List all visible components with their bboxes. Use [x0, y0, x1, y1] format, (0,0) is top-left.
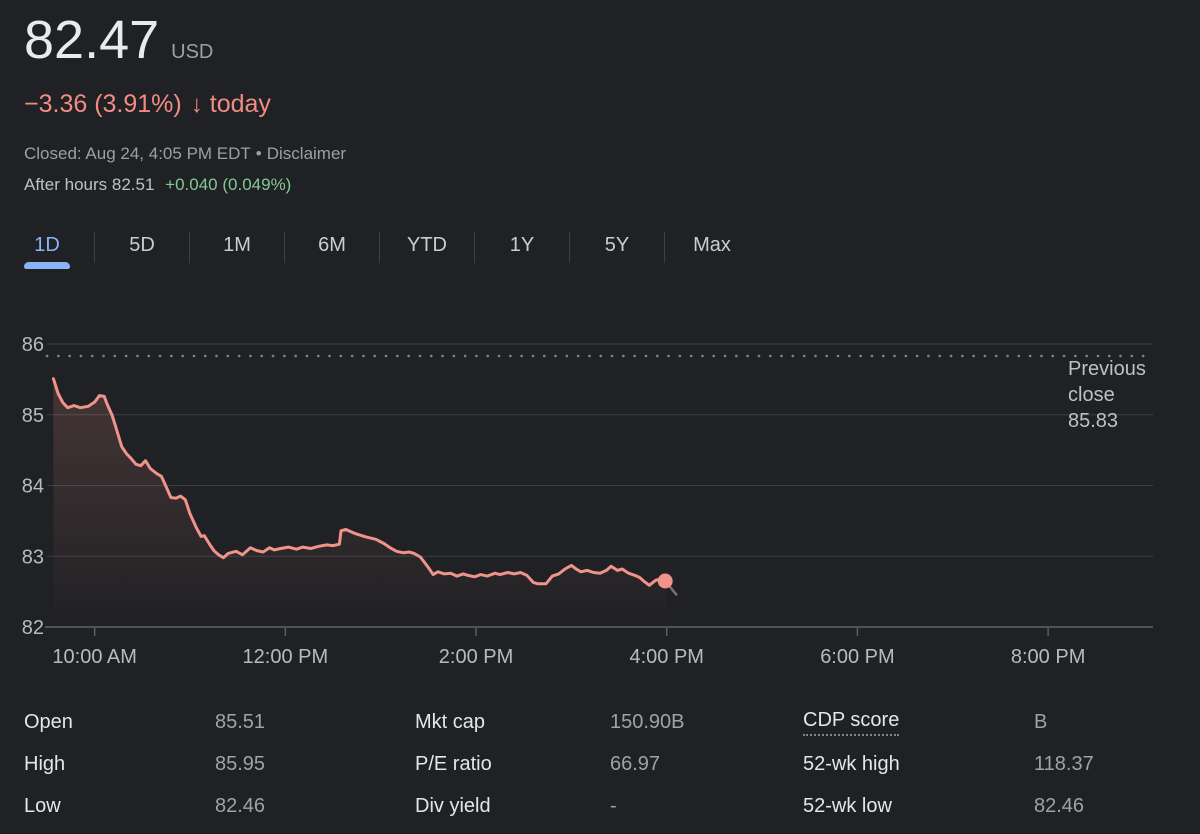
- stat-value-pe-ratio: 66.97: [610, 752, 661, 775]
- y-tick-label: 83: [22, 546, 44, 568]
- tab-6m-label: 6M: [318, 234, 346, 256]
- disclaimer-link[interactable]: Disclaimer: [266, 144, 347, 163]
- tab-5y[interactable]: 5Y: [570, 225, 664, 269]
- tab-1d[interactable]: 1D: [0, 225, 94, 269]
- tab-max[interactable]: Max: [665, 225, 759, 269]
- change-value: −3.36 (3.91%): [24, 90, 182, 118]
- x-tick-label: 4:00 PM: [629, 646, 703, 668]
- x-tick-label: 8:00 PM: [1011, 646, 1085, 668]
- stat-label-open: Open: [24, 710, 73, 733]
- x-tick-label: 2:00 PM: [439, 646, 513, 668]
- closed-status-text: Closed: Aug 24, 4:05 PM EDT: [24, 144, 251, 163]
- tab-separator: [664, 231, 665, 263]
- tab-1m[interactable]: 1M: [190, 225, 284, 269]
- current-price: 82.47: [24, 10, 160, 70]
- active-tab-indicator: [24, 262, 70, 269]
- after-hours-row: After hours 82.51 +0.040 (0.049%): [24, 174, 1176, 195]
- stat-value-open: 85.51: [215, 710, 266, 733]
- change-period: today: [209, 90, 271, 118]
- tab-1y-label: 1Y: [509, 234, 535, 256]
- tab-separator: [284, 231, 285, 263]
- previous-close-label: Previous: [1068, 358, 1146, 380]
- key-stats: Open 85.51 Mkt cap 150.90B CDP score B H…: [0, 701, 1200, 827]
- x-tick-label: 12:00 PM: [243, 646, 329, 668]
- tab-separator: [379, 231, 380, 263]
- y-tick-label: 84: [22, 476, 44, 498]
- price-row: 82.47 USD: [24, 12, 1176, 68]
- tab-6m[interactable]: 6M: [285, 225, 379, 269]
- x-tick-label: 10:00 AM: [52, 646, 137, 668]
- stat-label-mkt-cap: Mkt cap: [415, 710, 486, 733]
- after-hours-change: +0.040 (0.049%): [165, 175, 292, 194]
- stat-label-low: Low: [24, 794, 61, 817]
- x-tick-label: 6:00 PM: [820, 646, 894, 668]
- arrow-down-icon: ↓: [190, 90, 203, 118]
- stat-value-mkt-cap: 150.90B: [610, 710, 685, 733]
- stat-label-52wk-low: 52-wk low: [803, 794, 892, 817]
- y-tick-label: 82: [22, 617, 44, 639]
- stats-row: Low 82.46 Div yield - 52-wk low 82.46: [0, 785, 1200, 827]
- stat-value-low: 82.46: [215, 794, 266, 817]
- stats-row: High 85.95 P/E ratio 66.97 52-wk high 11…: [0, 743, 1200, 785]
- tab-separator: [94, 231, 95, 263]
- tab-separator: [189, 231, 190, 263]
- previous-close-label: close: [1068, 384, 1115, 406]
- tab-ytd-label: YTD: [407, 234, 447, 256]
- previous-close-label: 85.83: [1068, 410, 1118, 432]
- stats-row: Open 85.51 Mkt cap 150.90B CDP score B: [0, 701, 1200, 743]
- price-area-fill: [53, 378, 666, 627]
- stat-value-cdp-score: B: [1034, 710, 1048, 733]
- stat-value-high: 85.95: [215, 752, 266, 775]
- stat-label-pe-ratio: P/E ratio: [415, 752, 492, 775]
- after-hours-label: After hours: [24, 175, 108, 194]
- tab-separator: [474, 231, 475, 263]
- stat-label-cdp-score[interactable]: CDP score: [803, 709, 900, 736]
- price-line: [51, 377, 667, 587]
- tab-5d[interactable]: 5D: [95, 225, 189, 269]
- tab-separator: [569, 231, 570, 263]
- y-tick-label: 86: [22, 334, 44, 356]
- tab-1d-label: 1D: [34, 234, 60, 256]
- tab-max-label: Max: [693, 234, 731, 256]
- quote-header: 82.47 USD −3.36 (3.91%) ↓ today Closed: …: [0, 0, 1200, 195]
- y-tick-label: 85: [22, 405, 44, 427]
- tab-5d-label: 5D: [129, 234, 155, 256]
- time-range-tabs: 1D 5D 1M 6M YTD 1Y 5Y Max: [0, 225, 1200, 269]
- tab-5y-label: 5Y: [604, 234, 630, 256]
- price-change: −3.36 (3.91%) ↓ today: [24, 90, 1176, 119]
- stat-label-high: High: [24, 752, 66, 775]
- last-price-dot: [657, 573, 673, 589]
- price-chart[interactable]: 82 83 84 85 86 10:00 AM 12:00 PM 2:00 PM 4:00 PM…: [0, 311, 1200, 671]
- stat-label-div-yield: Div yield: [415, 794, 491, 817]
- stat-value-52wk-low: 82.46: [1034, 794, 1085, 817]
- stat-value-52wk-high: 118.37: [1034, 752, 1094, 775]
- after-hours-price: 82.51: [111, 175, 155, 194]
- tab-1m-label: 1M: [223, 234, 251, 256]
- tab-1y[interactable]: 1Y: [475, 225, 569, 269]
- stat-label-52wk-high: 52-wk high: [803, 752, 900, 775]
- bullet-separator: •: [255, 144, 262, 163]
- currency-label: USD: [171, 41, 214, 63]
- tab-ytd[interactable]: YTD: [380, 225, 474, 269]
- stat-value-div-yield: -: [610, 794, 617, 817]
- market-status: Closed: Aug 24, 4:05 PM EDT • Disclaimer: [24, 143, 1176, 164]
